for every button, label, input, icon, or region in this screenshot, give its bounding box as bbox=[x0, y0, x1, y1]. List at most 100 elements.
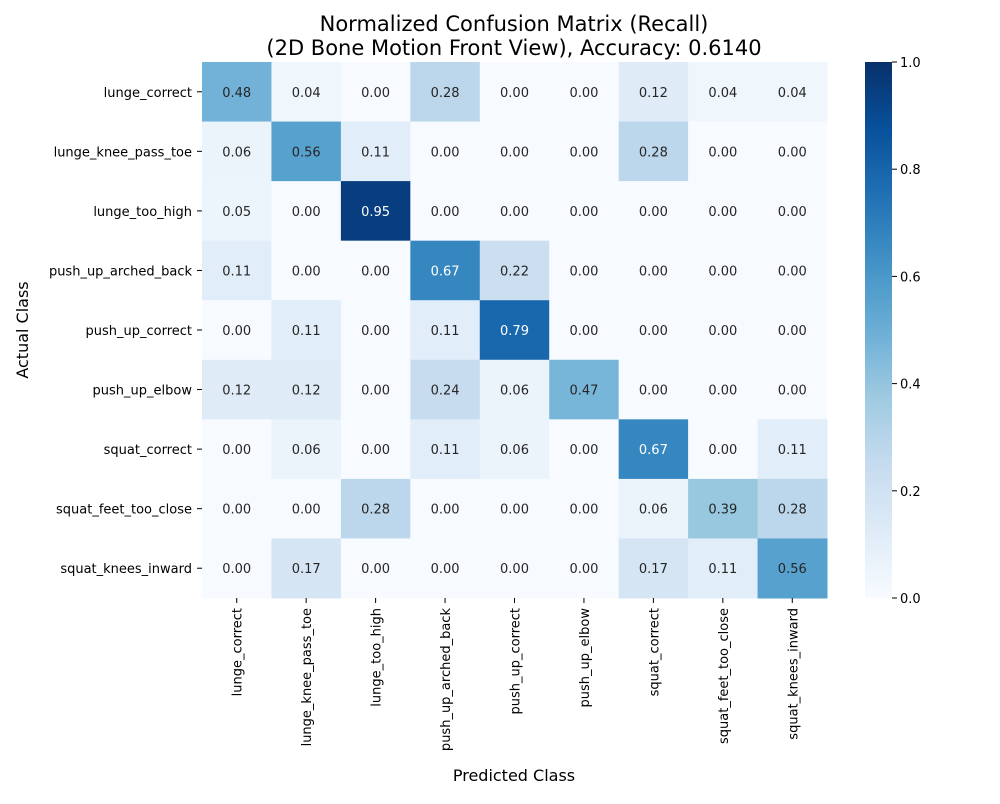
cell-value-label: 0.06 bbox=[639, 503, 668, 518]
y-axis-label: Actual Class bbox=[13, 281, 32, 378]
heatmap-cell bbox=[340, 419, 411, 480]
heatmap-cell bbox=[757, 240, 828, 301]
heatmap-cell bbox=[549, 181, 620, 242]
heatmap-cell bbox=[688, 240, 759, 301]
heatmap-cell bbox=[688, 359, 759, 420]
cell-value-label: 0.00 bbox=[778, 324, 807, 339]
y-tick-label: push_up_correct bbox=[85, 324, 192, 339]
cell-value-label: 0.12 bbox=[222, 384, 251, 399]
colorbar-tick-label: 0.2 bbox=[900, 485, 921, 500]
heatmap-cell bbox=[410, 62, 481, 123]
cell-value-label: 0.00 bbox=[569, 86, 598, 101]
x-tick-label: push_up_correct bbox=[509, 608, 524, 715]
cell-value-label: 0.00 bbox=[500, 205, 529, 220]
x-tick-label: lunge_knee_pass_toe bbox=[300, 608, 315, 746]
heatmap-cell bbox=[202, 359, 272, 420]
heatmap-cell bbox=[549, 240, 620, 301]
heatmap-cell bbox=[271, 419, 342, 480]
cell-value-label: 0.67 bbox=[431, 264, 460, 279]
heatmap-cell bbox=[688, 121, 759, 182]
heatmap-cell bbox=[618, 419, 689, 480]
x-tick-label: push_up_arched_back bbox=[439, 608, 454, 752]
heatmap-cell bbox=[271, 478, 342, 539]
cell-value-label: 0.00 bbox=[431, 503, 460, 518]
heatmap-cell bbox=[618, 478, 689, 539]
colorbar-tick-label: 0.6 bbox=[900, 270, 921, 285]
heatmap-cell bbox=[757, 538, 828, 599]
heatmap-cell bbox=[271, 538, 342, 599]
cell-value-label: 0.00 bbox=[639, 324, 668, 339]
heatmap-cell bbox=[340, 359, 411, 420]
cell-value-label: 0.22 bbox=[500, 264, 529, 279]
heatmap-cell bbox=[757, 359, 828, 420]
cell-value-label: 0.17 bbox=[639, 562, 668, 577]
y-tick-label: squat_feet_too_close bbox=[56, 503, 192, 518]
heatmap-cell bbox=[757, 419, 828, 480]
y-tick-label: push_up_arched_back bbox=[49, 264, 193, 279]
cell-value-label: 0.12 bbox=[292, 384, 321, 399]
heatmap-cell bbox=[271, 62, 342, 123]
heatmap-cell bbox=[271, 240, 342, 301]
chart-title-line1: Normalized Confusion Matrix (Recall) bbox=[320, 12, 709, 36]
cell-value-label: 0.06 bbox=[500, 443, 529, 458]
heatmap-cell bbox=[549, 300, 620, 361]
x-tick-label: lunge_correct bbox=[231, 608, 246, 696]
cell-value-labels: 0.48 0.04 0.00 0.28 0.00 0.00 0.12 0.04 0.04 0.06… bbox=[222, 86, 807, 577]
cell-value-label: 0.00 bbox=[569, 324, 598, 339]
heatmap-cell bbox=[479, 300, 550, 361]
cell-value-label: 0.00 bbox=[361, 562, 390, 577]
cell-value-label: 0.00 bbox=[569, 145, 598, 160]
cell-value-label: 0.00 bbox=[361, 443, 390, 458]
heatmap-cell bbox=[271, 181, 342, 242]
heatmap-cell bbox=[271, 121, 342, 182]
colorbar: 0.0 0.2 0.4 0.6 0.8 1.0 bbox=[865, 56, 921, 607]
cell-value-label: 0.00 bbox=[431, 562, 460, 577]
cell-value-label: 0.00 bbox=[708, 443, 737, 458]
cell-value-label: 0.00 bbox=[778, 145, 807, 160]
cell-value-label: 0.39 bbox=[708, 503, 737, 518]
heatmap-cell bbox=[340, 300, 411, 361]
y-tick-label: lunge_too_high bbox=[93, 205, 192, 220]
x-tick-label: squat_knees_inward bbox=[786, 608, 801, 740]
heatmap-cell bbox=[340, 181, 411, 242]
x-tick-label: push_up_elbow bbox=[578, 608, 593, 708]
cell-value-label: 0.06 bbox=[292, 443, 321, 458]
cell-value-label: 0.00 bbox=[639, 384, 668, 399]
cell-value-label: 0.05 bbox=[222, 205, 251, 220]
cell-value-label: 0.06 bbox=[500, 384, 529, 399]
heatmap-cell bbox=[618, 240, 689, 301]
x-axis-label: Predicted Class bbox=[453, 766, 575, 785]
heatmap-cell bbox=[688, 300, 759, 361]
heatmap-cell bbox=[688, 538, 759, 599]
y-tick-label: lunge_correct bbox=[104, 86, 192, 101]
x-axis-ticks: lunge_correct lunge_knee_pass_toe lunge_to… bbox=[231, 598, 801, 752]
cell-value-label: 0.00 bbox=[778, 384, 807, 399]
heatmap-cell bbox=[202, 300, 272, 361]
heatmap-cell bbox=[618, 181, 689, 242]
cell-value-label: 0.28 bbox=[361, 503, 390, 518]
cell-value-label: 0.00 bbox=[778, 205, 807, 220]
cell-value-label: 0.00 bbox=[708, 324, 737, 339]
cell-value-label: 0.48 bbox=[222, 86, 251, 101]
cell-value-label: 0.00 bbox=[222, 562, 251, 577]
cell-value-label: 0.28 bbox=[431, 86, 460, 101]
heatmap-cell bbox=[340, 478, 411, 539]
cell-value-label: 0.00 bbox=[639, 205, 668, 220]
cell-value-label: 0.00 bbox=[569, 205, 598, 220]
heatmap-cell bbox=[618, 62, 689, 123]
cell-value-label: 0.11 bbox=[222, 264, 251, 279]
heatmap-cell bbox=[202, 121, 272, 182]
heatmap-cell bbox=[202, 240, 272, 301]
heatmap-cell bbox=[688, 419, 759, 480]
cell-value-label: 0.00 bbox=[569, 562, 598, 577]
heatmap-cell bbox=[549, 538, 620, 599]
cell-value-label: 0.00 bbox=[500, 145, 529, 160]
heatmap-cell bbox=[757, 300, 828, 361]
heatmap-cell bbox=[757, 62, 828, 123]
cell-value-label: 0.00 bbox=[431, 205, 460, 220]
colorbar-tick-label: 0.0 bbox=[900, 592, 921, 607]
heatmap-cell bbox=[618, 359, 689, 420]
heatmap-cell bbox=[340, 240, 411, 301]
heatmap-cells bbox=[202, 62, 828, 599]
cell-value-label: 0.11 bbox=[778, 443, 807, 458]
